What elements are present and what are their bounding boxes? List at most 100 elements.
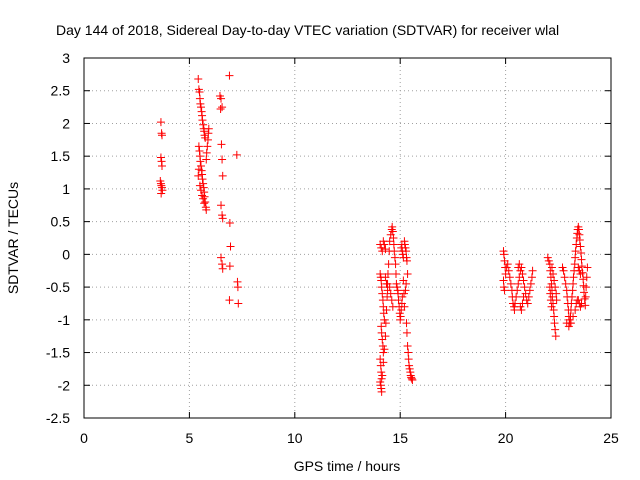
data-point: [571, 247, 580, 256]
data-point: [225, 296, 234, 305]
data-point: [392, 279, 401, 288]
data-point: [377, 387, 386, 396]
data-point: [379, 358, 388, 367]
data-point: [407, 374, 416, 383]
data-point: [378, 371, 387, 380]
data-point: [391, 270, 400, 278]
data-point: [226, 242, 235, 251]
axis-ticks: -2.5 -2 -1.5 -1 -0.5 0 0.5 1 1.5 2 2.5 3 0 5 10 15 20 25: [46, 50, 619, 446]
data-point: [516, 302, 525, 311]
data-point: [548, 292, 557, 301]
data-point: [401, 286, 410, 295]
y-tick-label: 2.5: [51, 83, 71, 99]
data-point: [550, 276, 559, 285]
data-point: [564, 322, 573, 331]
data-point: [381, 319, 390, 328]
data-point: [390, 253, 399, 262]
data-point: [577, 262, 586, 271]
data-point: [382, 306, 391, 314]
data-point: [576, 270, 585, 278]
data-point: [543, 253, 552, 262]
data-point: [196, 186, 205, 195]
data-point: [517, 306, 526, 314]
data-point: [217, 94, 226, 103]
data-point: [381, 245, 390, 254]
data-point: [401, 243, 410, 252]
data-point: [388, 227, 397, 236]
data-point: [218, 264, 227, 273]
data-point: [503, 260, 512, 269]
data-point: [234, 299, 243, 308]
data-point: [157, 162, 166, 170]
data-point: [560, 273, 569, 282]
data-point: [204, 124, 213, 133]
data-point: [550, 319, 559, 328]
plot-frame: [83, 57, 612, 419]
data-point: [515, 260, 524, 269]
data-point: [217, 140, 226, 149]
data-point: [506, 279, 515, 288]
grid-lines: [84, 58, 611, 418]
data-point: [225, 262, 234, 271]
data-point: [195, 181, 204, 190]
data-point: [502, 263, 511, 272]
data-point: [378, 289, 387, 298]
data-point: [580, 294, 589, 303]
data-point: [512, 292, 521, 301]
data-point: [551, 283, 560, 292]
data-point: [518, 270, 527, 278]
data-point: [218, 171, 227, 180]
data-point: [217, 201, 226, 210]
data-point: [402, 256, 411, 265]
data-point: [504, 266, 513, 275]
data-point: [525, 286, 534, 295]
data-point: [499, 250, 508, 259]
data-point: [196, 103, 205, 112]
data-point: [198, 175, 207, 184]
data-point: [513, 286, 522, 295]
data-point: [569, 312, 578, 321]
y-tick-label: 1.5: [51, 148, 71, 164]
data-point: [158, 186, 167, 195]
data-point: [233, 283, 242, 292]
data-point: [499, 283, 508, 292]
data-point: [203, 142, 212, 151]
data-point: [377, 328, 386, 337]
data-point: [566, 319, 575, 328]
data-point: [558, 263, 567, 272]
data-point: [225, 71, 234, 80]
data-point: [199, 120, 208, 129]
data-point: [576, 302, 585, 311]
data-point: [528, 266, 537, 275]
data-point: [380, 240, 389, 249]
data-point: [505, 273, 514, 282]
data-point: [582, 283, 591, 292]
data-point: [380, 315, 389, 324]
data-point: [377, 374, 386, 383]
y-tick-label: -0.5: [46, 279, 70, 295]
data-point: [198, 191, 207, 200]
data-point: [402, 319, 411, 328]
data-point: [198, 116, 207, 125]
data-point: [549, 270, 558, 278]
data-point: [156, 118, 165, 127]
y-tick-label: 3: [62, 50, 70, 66]
data-point: [390, 247, 399, 256]
data-point: [202, 148, 211, 157]
data-point: [194, 74, 203, 83]
y-tick-label: -1: [58, 312, 71, 328]
data-point: [216, 105, 225, 114]
data-point: [551, 325, 560, 334]
data-point: [376, 378, 385, 386]
data-point: [405, 364, 414, 373]
data-point: [547, 302, 556, 311]
data-point: [527, 273, 536, 282]
data-point: [156, 153, 165, 162]
data-point: [400, 240, 409, 249]
data-point: [376, 270, 385, 278]
data-point: [194, 142, 203, 151]
data-point: [388, 222, 397, 231]
data-point: [157, 189, 166, 198]
data-point: [561, 279, 570, 288]
